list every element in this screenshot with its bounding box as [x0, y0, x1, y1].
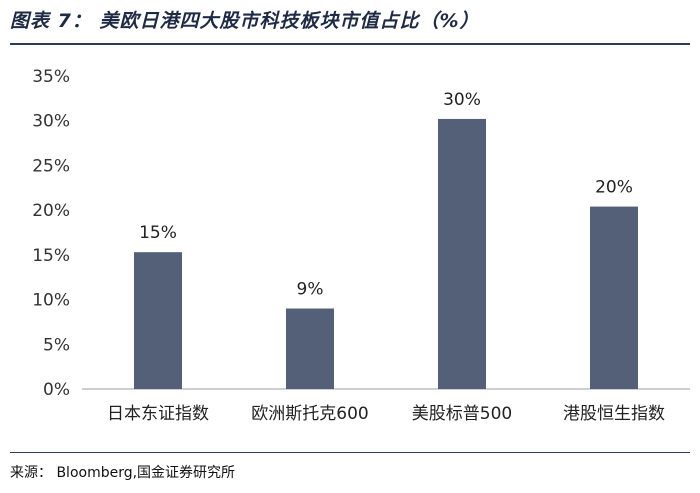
- chart-title: 图表 7： 美欧日港四大股市科技板块市值占比（%）: [10, 10, 480, 32]
- x-tick-label: 日本东证指数: [107, 404, 209, 424]
- x-tick-label: 美股标普500: [412, 404, 512, 424]
- y-tick-label: 25%: [32, 156, 70, 176]
- bar: [286, 308, 334, 389]
- bar: [590, 206, 638, 389]
- x-tick-label: 港股恒生指数: [563, 404, 665, 424]
- source-note: 来源： Bloomberg,国金证券研究所: [10, 465, 236, 481]
- bar: [134, 252, 182, 389]
- data-label: 30%: [443, 90, 481, 110]
- y-tick-label: 35%: [32, 67, 70, 87]
- bar-chart: 0% 5% 10% 15% 20% 25% 30% 35% 15% 日本东证指数 9% 欧洲斯托克60…: [32, 67, 690, 424]
- data-label: 15%: [139, 223, 177, 243]
- data-label: 20%: [595, 178, 633, 198]
- bar: [438, 118, 486, 389]
- y-tick-label: 0%: [43, 380, 70, 400]
- y-tick-label: 30%: [32, 112, 70, 132]
- y-tick-label: 15%: [32, 246, 70, 266]
- data-label: 9%: [297, 280, 324, 300]
- x-tick-label: 欧洲斯托克600: [251, 404, 368, 424]
- y-tick-label: 20%: [32, 201, 70, 221]
- title-divider: [10, 43, 690, 45]
- y-tick-label: 5%: [43, 335, 70, 355]
- source-divider: [10, 452, 690, 453]
- y-tick-label: 10%: [32, 291, 70, 311]
